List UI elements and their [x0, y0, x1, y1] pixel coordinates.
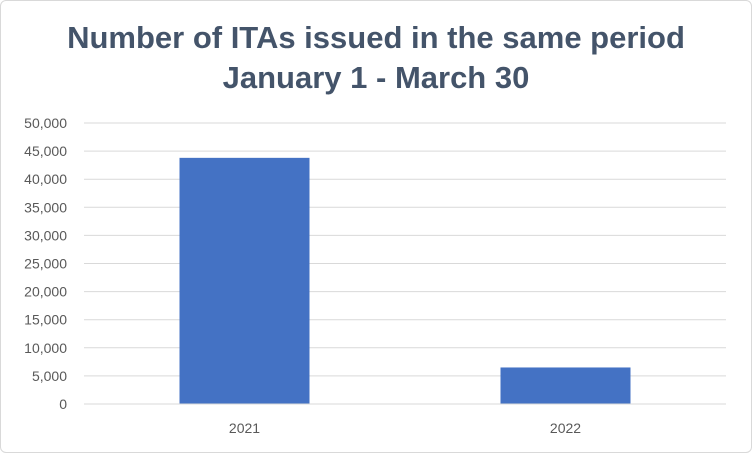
y-tick-label: 15,000 [24, 312, 67, 328]
bar-2021 [179, 157, 310, 404]
chart-title: Number of ITAs issued in the same period [67, 20, 685, 55]
y-tick-label: 10,000 [24, 340, 67, 356]
y-tick-label: 35,000 [24, 199, 67, 215]
y-tick-label: 40,000 [24, 171, 67, 187]
y-tick-label: 5,000 [32, 368, 67, 384]
x-axis-ticks: 2021 2022 [229, 420, 581, 436]
y-tick-label: 50,000 [24, 115, 67, 131]
x-tick-label: 2022 [550, 420, 581, 436]
y-tick-label: 45,000 [24, 143, 67, 159]
y-tick-label: 0 [59, 396, 67, 412]
y-tick-label: 20,000 [24, 284, 67, 300]
y-tick-label: 25,000 [24, 256, 67, 272]
chart-subtitle: January 1 - March 30 [222, 60, 530, 95]
x-tick-label: 2021 [229, 420, 260, 436]
bars [179, 157, 631, 404]
bar-2022 [500, 367, 631, 404]
y-axis-ticks: 0 5,000 10,000 15,000 20,000 25,000 30,000 35,0… [24, 115, 67, 412]
y-tick-label: 30,000 [24, 227, 67, 243]
